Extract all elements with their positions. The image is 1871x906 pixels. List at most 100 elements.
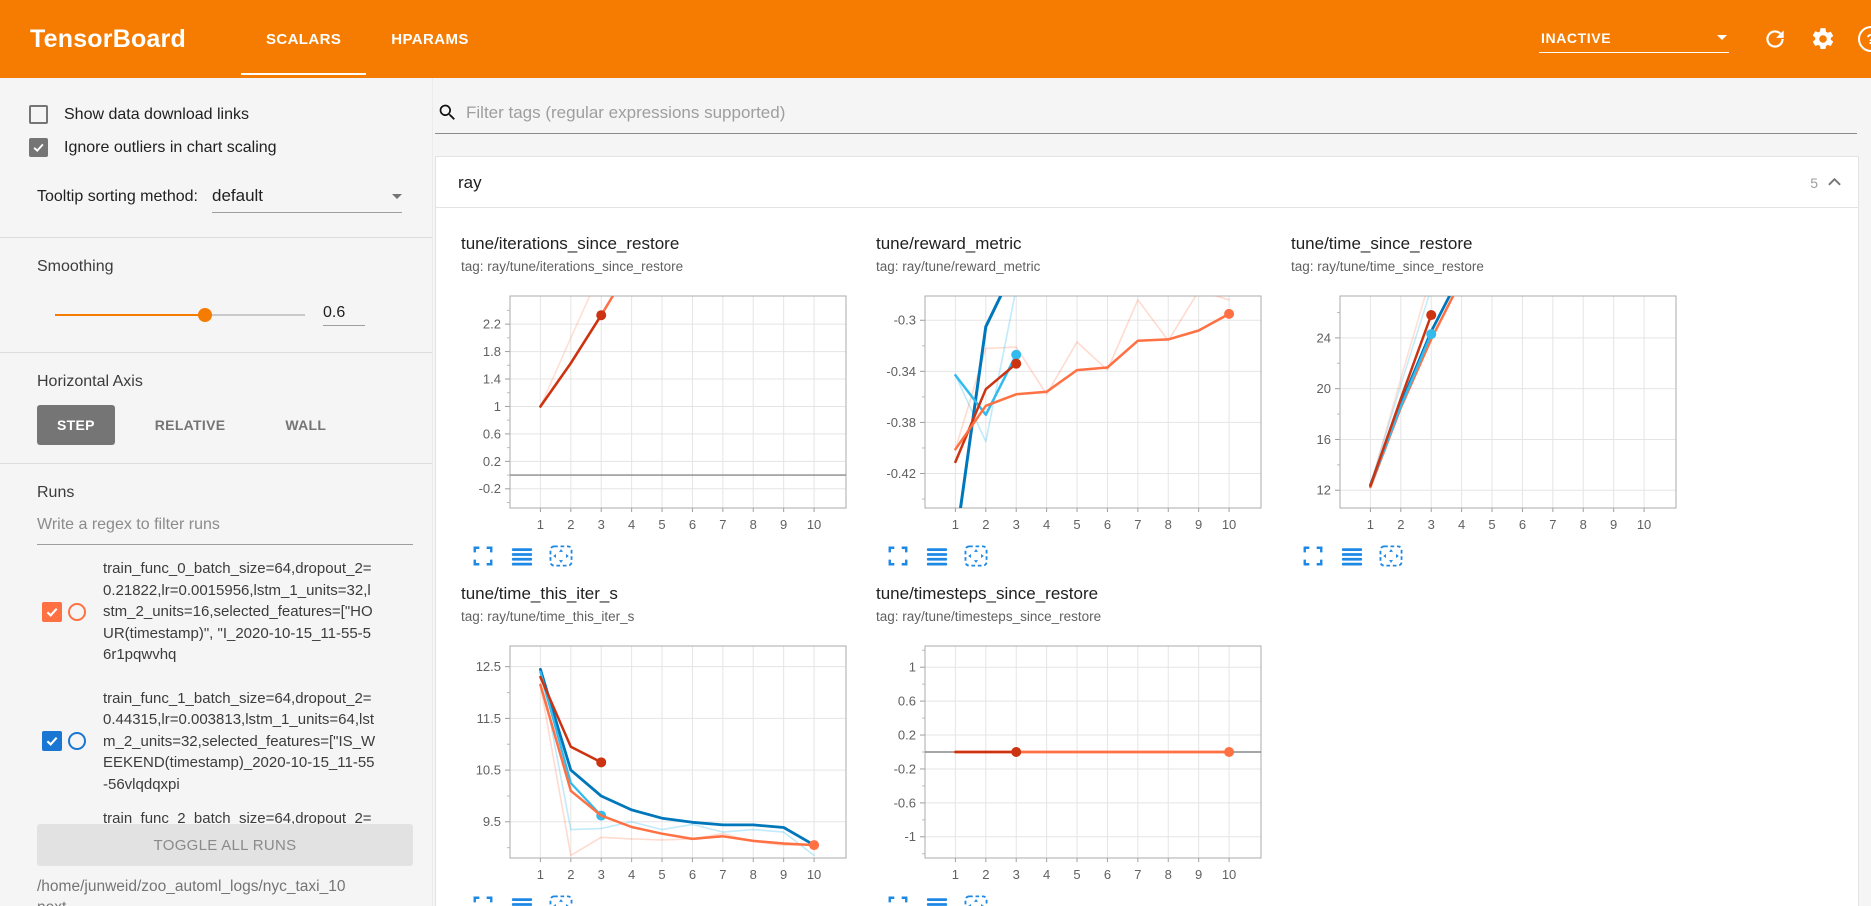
svg-text:4: 4 [628, 867, 635, 882]
svg-text:9: 9 [780, 517, 787, 532]
svg-text:1: 1 [909, 660, 916, 675]
run-radio[interactable] [68, 602, 86, 621]
svg-text:-0.34: -0.34 [886, 364, 916, 379]
svg-text:3: 3 [1013, 517, 1020, 532]
chart-title: tune/time_since_restore [1291, 234, 1473, 253]
help-icon[interactable]: ? [1858, 26, 1871, 52]
ignore-outliers-checkbox-row[interactable]: Ignore outliers in chart scaling [0, 131, 432, 164]
runs-selector-icon[interactable] [1339, 544, 1365, 568]
svg-text:0.2: 0.2 [898, 727, 916, 742]
svg-text:1: 1 [494, 399, 501, 414]
ray-section-header[interactable]: ray 5 [436, 157, 1858, 208]
axis-relative-button[interactable]: RELATIVE [154, 417, 226, 433]
chevron-down-icon [1717, 35, 1727, 40]
chart-plot[interactable]: 1 2 3 4 5 6 7 8 9 10 -0.2 0.2 0.6 1 1.4 1.8 2.2 [458, 291, 850, 541]
expand-chart-icon[interactable] [885, 544, 911, 568]
chart-toolbar [458, 544, 873, 568]
svg-text:1: 1 [952, 517, 959, 532]
fit-domain-icon[interactable] [548, 544, 574, 568]
expand-chart-icon[interactable] [885, 894, 911, 906]
svg-text:9: 9 [1195, 517, 1202, 532]
run-checkbox[interactable] [42, 601, 62, 622]
svg-text:6: 6 [689, 867, 696, 882]
run-radio[interactable] [68, 732, 86, 751]
svg-text:0.6: 0.6 [483, 426, 501, 441]
axis-step-button[interactable]: STEP [37, 405, 115, 445]
sidebar: Show data download links Ignore outliers… [0, 78, 433, 906]
smoothing-value-input[interactable] [323, 304, 365, 326]
svg-text:2: 2 [567, 867, 574, 882]
expand-chart-icon[interactable] [470, 544, 496, 568]
svg-text:-0.2: -0.2 [894, 761, 916, 776]
horizontal-axis-label: Horizontal Axis [37, 373, 143, 390]
fit-domain-icon[interactable] [963, 544, 989, 568]
svg-text:1: 1 [537, 867, 544, 882]
chart-card: tune/time_since_restore tag: ray/tune/ti… [1288, 234, 1703, 568]
svg-text:7: 7 [1134, 517, 1141, 532]
checkbox[interactable] [29, 138, 48, 157]
refresh-icon[interactable] [1762, 26, 1788, 52]
tooltip-sorting-label: Tooltip sorting method: [37, 188, 198, 205]
runs-selector-icon[interactable] [924, 894, 950, 906]
run-list-item[interactable]: train_func_2_batch_size=64,dropout_2= [0, 806, 432, 830]
chart-card: tune/time_this_iter_s tag: ray/tune/time… [458, 584, 873, 906]
charts-grid: tune/iterations_since_restore tag: ray/t… [436, 208, 1858, 906]
fit-domain-icon[interactable] [963, 894, 989, 906]
svg-text:8: 8 [1165, 867, 1172, 882]
slider-handle[interactable] [198, 308, 212, 322]
expand-chart-icon[interactable] [1300, 544, 1326, 568]
divider [0, 352, 432, 353]
data-status-dropdown[interactable]: INACTIVE [1539, 26, 1729, 53]
chart-plot[interactable]: 1 2 3 4 5 6 7 8 9 10 -0.42 -0.38 -0.34 -0.3 [873, 291, 1265, 541]
chart-title: tune/iterations_since_restore [461, 234, 680, 253]
run-list-item[interactable]: train_func_1_batch_size=64,dropout_2=0.4… [0, 677, 432, 807]
collapse-chevron-icon[interactable] [1827, 174, 1842, 192]
chart-tag: tag: ray/tune/time_since_restore [1291, 259, 1484, 274]
svg-text:24: 24 [1317, 330, 1331, 345]
svg-text:4: 4 [1458, 517, 1465, 532]
svg-text:-0.38: -0.38 [886, 415, 916, 430]
chart-title: tune/reward_metric [876, 234, 1022, 253]
chart-card: tune/reward_metric tag: ray/tune/reward_… [873, 234, 1288, 568]
expand-chart-icon[interactable] [470, 894, 496, 906]
fit-domain-icon[interactable] [548, 894, 574, 906]
svg-text:-0.3: -0.3 [894, 313, 916, 328]
svg-text:9.5: 9.5 [483, 814, 501, 829]
run-list-item[interactable]: train_func_0_batch_size=64,dropout_2=0.2… [0, 547, 432, 677]
fit-domain-icon[interactable] [1378, 544, 1404, 568]
chevron-down-icon [392, 193, 402, 199]
svg-text:2: 2 [1397, 517, 1404, 532]
toggle-all-runs-button[interactable]: TOGGLE ALL RUNS [37, 824, 413, 866]
svg-text:-0.6: -0.6 [894, 795, 916, 810]
svg-text:10.5: 10.5 [476, 763, 501, 778]
svg-text:9: 9 [780, 867, 787, 882]
checkbox[interactable] [29, 105, 48, 124]
runs-selector-icon[interactable] [509, 544, 535, 568]
svg-text:16: 16 [1317, 432, 1331, 447]
runs-filter-input[interactable] [37, 502, 413, 545]
tab-scalars[interactable]: SCALARS [240, 0, 367, 78]
filter-tags-input[interactable] [466, 102, 1857, 123]
run-checkbox[interactable] [42, 731, 62, 752]
runs-selector-icon[interactable] [924, 544, 950, 568]
svg-text:10: 10 [807, 517, 821, 532]
axis-wall-button[interactable]: WALL [285, 417, 327, 433]
chart-plot[interactable]: 1 2 3 4 5 6 7 8 9 10 9.5 10.5 11.5 12.5 [458, 641, 850, 891]
smoothing-label: Smoothing [37, 258, 114, 275]
section-title: ray [458, 173, 482, 192]
svg-text:-0.2: -0.2 [479, 481, 501, 496]
tab-hparams[interactable]: HPARAMS [391, 30, 469, 48]
runs-selector-icon[interactable] [509, 894, 535, 906]
svg-text:1.4: 1.4 [483, 371, 501, 386]
search-icon [439, 104, 455, 120]
chart-plot[interactable]: 1 2 3 4 5 6 7 8 9 10 -1 -0.6 -0.2 0.2 0.6 1 [873, 641, 1265, 891]
chart-tag: tag: ray/tune/iterations_since_restore [461, 259, 684, 274]
smoothing-slider[interactable] [55, 308, 305, 322]
svg-text:5: 5 [658, 517, 665, 532]
show-download-links-checkbox-row[interactable]: Show data download links [0, 98, 432, 131]
app-title: TensorBoard [30, 24, 186, 53]
tooltip-sorting-select[interactable]: default [211, 186, 402, 213]
chart-card: tune/timesteps_since_restore tag: ray/tu… [873, 584, 1288, 906]
settings-gear-icon[interactable] [1810, 26, 1836, 52]
